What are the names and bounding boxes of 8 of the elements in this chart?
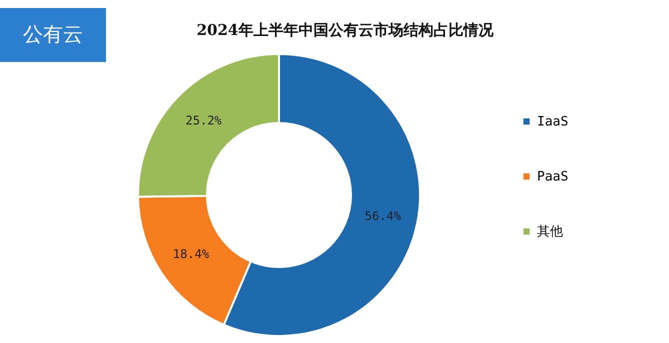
data-label: 25.2% (186, 114, 222, 128)
legend-label: 其他 (537, 224, 563, 240)
legend-label: IaaS (537, 114, 568, 130)
legend-label: PaaS (537, 170, 568, 184)
chart-title: 2024年上半年中国公有云市场结构占比情况 (196, 21, 494, 39)
data-label: 18.4% (172, 247, 210, 262)
data-label: 56.4% (364, 209, 402, 224)
text: 公有云 (23, 22, 83, 46)
